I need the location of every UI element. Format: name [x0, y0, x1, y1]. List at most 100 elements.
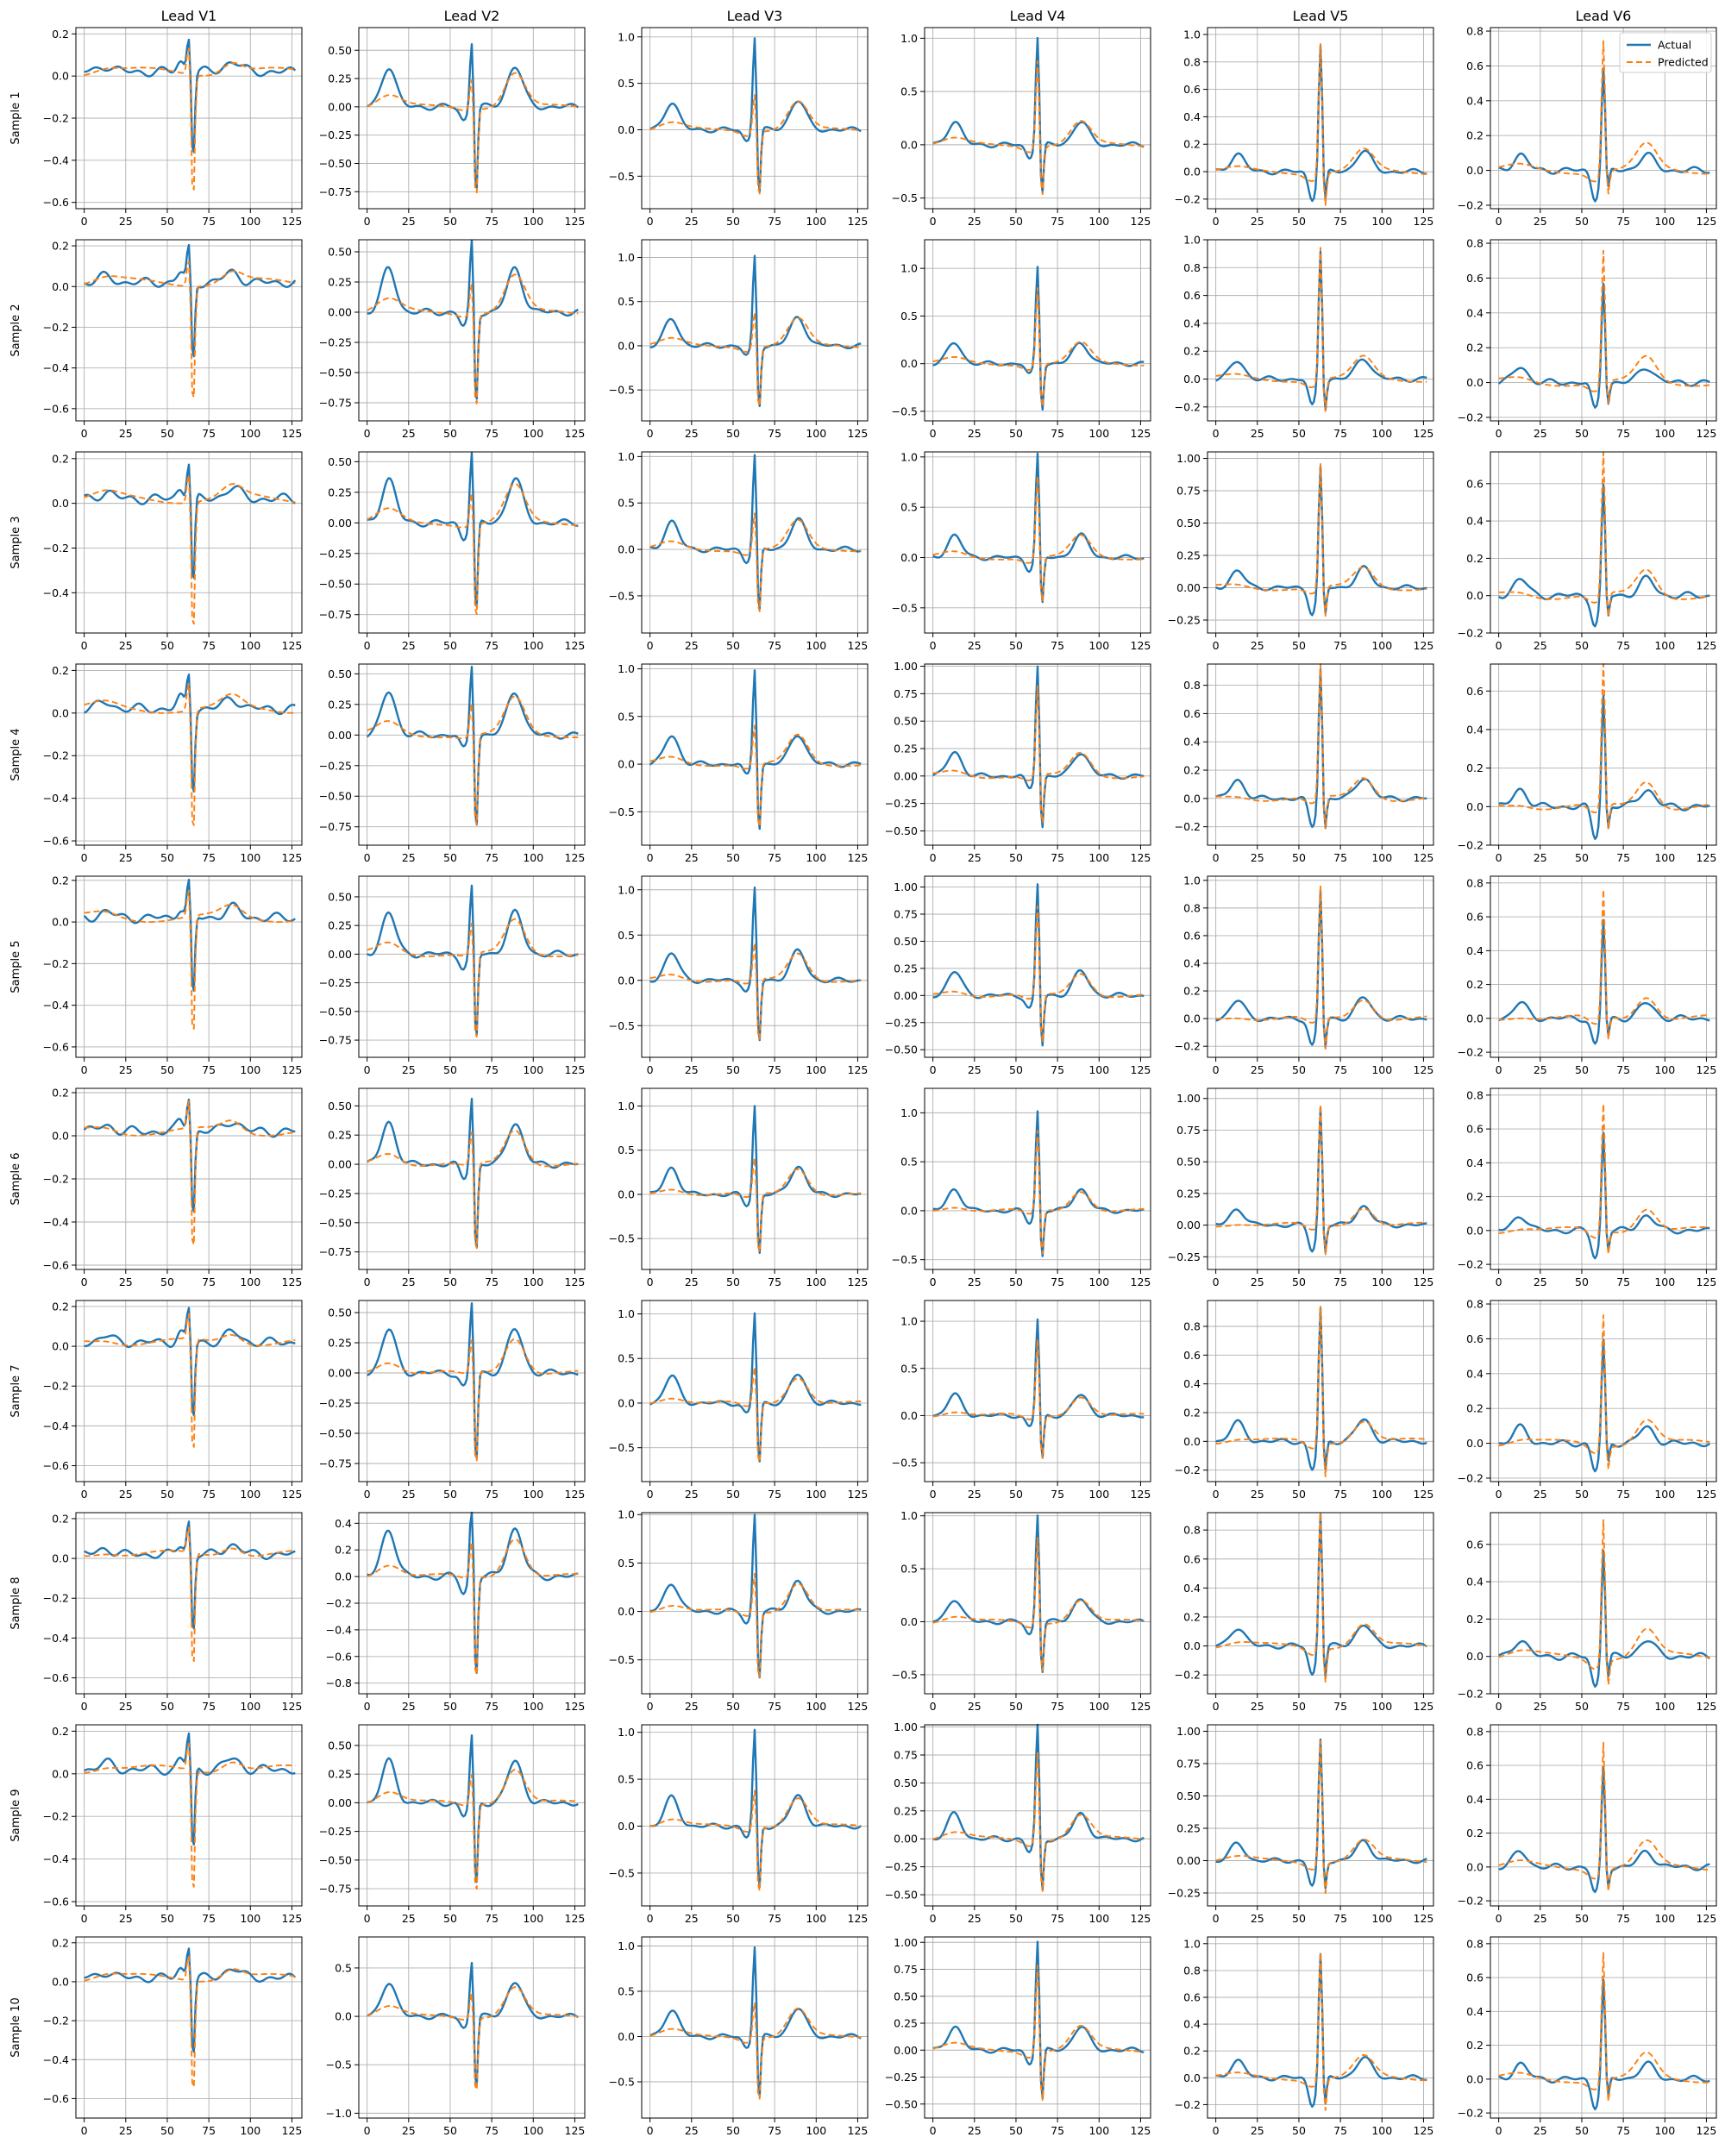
x-tick-label: 25 — [1534, 1275, 1547, 1288]
x-tick-label: 125 — [282, 1700, 303, 1713]
y-tick-label: 1.0 — [618, 450, 635, 463]
y-tick-label: −0.50 — [319, 1216, 352, 1229]
x-tick-label: 0 — [81, 427, 88, 440]
y-tick-label: −0.75 — [319, 820, 352, 833]
y-tick-label: −0.2 — [1458, 1471, 1484, 1484]
series-line-actual — [649, 1946, 862, 2097]
y-tick-label: 1.0 — [900, 1509, 918, 1522]
x-tick-label: 100 — [1371, 215, 1392, 228]
x-tick-label: 75 — [1051, 1063, 1064, 1076]
y-tick-label: −0.6 — [43, 1459, 69, 1472]
x-tick-label: 125 — [565, 215, 586, 228]
x-tick-label: 25 — [968, 1700, 982, 1713]
x-tick-label: 125 — [848, 1700, 869, 1713]
y-tick-label: 0.0 — [52, 280, 69, 293]
y-tick-label: −0.25 — [319, 128, 352, 141]
x-tick-label: 0 — [930, 1275, 937, 1288]
y-tick-label: 0.0 — [900, 1615, 918, 1628]
x-tick-label: 0 — [1496, 1700, 1502, 1713]
x-tick-label: 25 — [1534, 427, 1547, 440]
x-tick-label: 50 — [1575, 427, 1589, 440]
series-line-actual — [367, 1511, 579, 1674]
x-tick-label: 25 — [685, 639, 699, 652]
x-tick-label: 25 — [119, 1700, 133, 1713]
x-tick-label: 50 — [1009, 1912, 1023, 1925]
x-tick-label: 50 — [160, 1700, 174, 1713]
y-tick-label: 0.2 — [52, 452, 69, 465]
series-line-actual — [367, 1302, 579, 1460]
x-tick-label: 75 — [1333, 427, 1347, 440]
y-tick-label: 0.0 — [52, 1552, 69, 1565]
x-tick-label: 50 — [1575, 1488, 1589, 1501]
x-tick-label: 25 — [685, 1063, 699, 1076]
axes-frame — [924, 663, 1151, 846]
y-tick-label: −0.2 — [1458, 411, 1484, 423]
y-tick-label: 0.2 — [1183, 1610, 1201, 1623]
y-tick-label: 0.25 — [1176, 1822, 1201, 1835]
x-tick-label: 100 — [1371, 2124, 1392, 2137]
y-tick-label: −0.5 — [609, 1441, 635, 1454]
y-tick-label: −0.2 — [43, 112, 69, 125]
x-tick-label: 50 — [443, 1912, 457, 1925]
x-tick-label: 0 — [930, 1488, 937, 1501]
y-tick-label: 0.00 — [1176, 581, 1201, 594]
x-tick-label: 50 — [726, 1912, 740, 1925]
y-tick-label: −0.5 — [609, 1019, 635, 1032]
x-tick-label: 75 — [1051, 1912, 1064, 1925]
y-tick-label: 0.50 — [328, 44, 352, 57]
axes-frame — [1207, 663, 1434, 846]
x-tick-label: 25 — [402, 2124, 416, 2137]
y-tick-label: 0.2 — [1466, 129, 1484, 142]
axes-frame — [75, 1936, 303, 2119]
x-tick-label: 75 — [485, 1700, 499, 1713]
x-tick-label: 0 — [647, 851, 654, 864]
subplot-sample-10-lead-v6: 0 25 50 75 100 125 −0.2 0.0 0.2 0.4 0.6 0.8 — [1458, 1936, 1717, 2137]
x-tick-label: 0 — [1496, 639, 1502, 652]
y-tick-label: −0.25 — [319, 336, 352, 349]
x-tick-label: 125 — [848, 427, 869, 440]
series-line-predicted — [1498, 451, 1710, 617]
subplot-sample-1-lead-v4: 0 25 50 75 100 125 −0.5 0.0 0.5 1.0 — [892, 27, 1151, 228]
x-tick-label: 100 — [1371, 851, 1392, 864]
y-tick-label: 1.00 — [894, 1936, 918, 1949]
x-tick-label: 50 — [160, 2124, 174, 2137]
y-tick-label: 0.2 — [52, 28, 69, 41]
y-tick-label: −0.75 — [319, 1034, 352, 1047]
series-line-actual — [932, 36, 1145, 194]
x-tick-label: 125 — [565, 1275, 586, 1288]
y-tick-label: −0.2 — [1458, 839, 1484, 852]
y-tick-label: 0.75 — [1176, 1124, 1201, 1137]
y-tick-label: 0.4 — [1183, 2018, 1201, 2031]
y-tick-label: −0.5 — [609, 1653, 635, 1666]
y-tick-label: 0.25 — [328, 72, 352, 85]
y-tick-label: 1.00 — [894, 660, 918, 673]
x-tick-label: 100 — [523, 215, 543, 228]
axes-frame — [75, 1300, 303, 1482]
series-line-predicted — [649, 1366, 862, 1463]
y-tick-label: 0.50 — [1176, 517, 1201, 530]
y-tick-label: 0.4 — [1183, 1377, 1201, 1390]
series-line-actual — [932, 1940, 1145, 2100]
axes-frame — [641, 663, 869, 846]
axes-frame — [358, 663, 586, 846]
x-tick-label: 100 — [806, 1700, 826, 1713]
x-tick-label: 50 — [1292, 1275, 1306, 1288]
y-tick-label: 0.4 — [1183, 317, 1201, 329]
x-tick-label: 100 — [1654, 639, 1675, 652]
y-tick-label: −0.5 — [892, 1253, 918, 1266]
y-tick-label: 0.6 — [1466, 1759, 1484, 1772]
x-tick-label: 100 — [240, 1275, 260, 1288]
y-tick-label: −0.2 — [1175, 820, 1201, 833]
subplot-sample-3-lead-v1: 0 25 50 75 100 125 −0.4 −0.2 0.0 0.2 — [43, 451, 303, 652]
y-tick-label: 0.0 — [1183, 373, 1201, 385]
y-tick-label: 0.0 — [1466, 1860, 1484, 1873]
axes-frame — [1490, 1936, 1717, 2119]
x-tick-label: 75 — [1051, 639, 1064, 652]
column-title-lead-v1: Lead V1 — [161, 8, 217, 24]
axes-frame — [641, 1300, 869, 1482]
y-tick-label: −0.2 — [1458, 2107, 1484, 2120]
x-tick-label: 125 — [1131, 427, 1151, 440]
y-tick-label: 0.00 — [894, 769, 918, 782]
row-label-sample-9: Sample 9 — [9, 1789, 22, 1841]
series-line-predicted — [932, 1537, 1145, 1672]
